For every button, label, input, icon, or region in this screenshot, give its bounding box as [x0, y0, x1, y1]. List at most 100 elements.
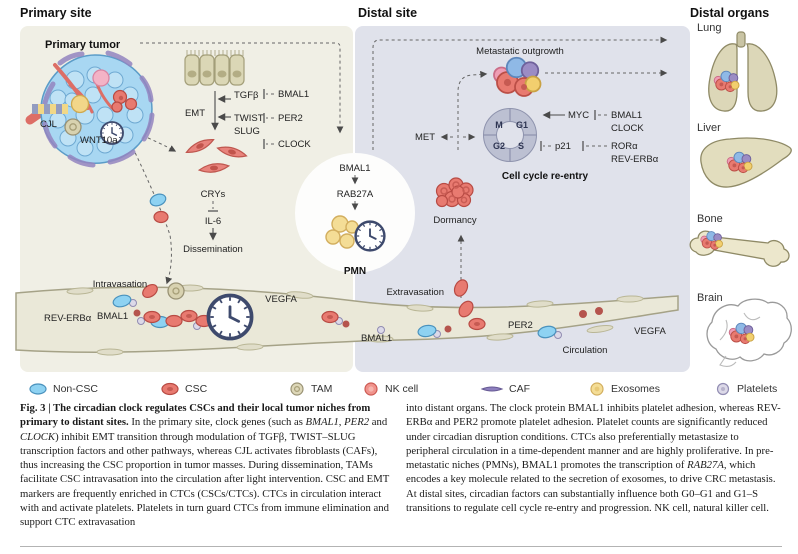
bone-illustration — [689, 230, 790, 267]
myc-label: MYC — [568, 110, 589, 121]
exosome-in-tumor — [70, 94, 90, 114]
brain-illustration — [706, 298, 792, 368]
nk-cell-icon — [364, 382, 378, 396]
legend-item-exosomes: Exosomes — [588, 381, 660, 397]
non-csc-icon — [29, 383, 47, 395]
legend-item-tam: TAM — [288, 381, 332, 397]
vegfa-left-label: VEGFA — [265, 294, 297, 305]
legend-item-non-csc: Non-CSC — [28, 381, 98, 397]
legend-label: CSC — [185, 383, 208, 395]
epithelial-cells — [184, 50, 245, 86]
legend-label: TAM — [311, 383, 333, 395]
extravasation-label: Extravasation — [386, 287, 444, 298]
phase-g2-label: G2 — [493, 141, 505, 151]
csc-cluster-in-tumor — [111, 89, 138, 113]
distal-site-header: Distal site — [358, 6, 417, 20]
phase-s-label: S — [518, 141, 524, 151]
clock-emt-label: CLOCK — [278, 139, 311, 150]
met-label: MET — [415, 132, 435, 143]
caf-icon — [480, 386, 504, 392]
emt-label: EMT — [185, 108, 205, 119]
circulation-label: Circulation — [563, 345, 608, 356]
wnt10a-label: WNT10a — [80, 135, 118, 146]
figure-caption-right: into distant organs. The clock protein B… — [406, 402, 781, 515]
nk-cell-in-tumor — [92, 69, 110, 87]
endothelial-cells — [66, 284, 644, 356]
tam-at-intravasation — [167, 282, 185, 300]
exosomes-icon — [590, 382, 604, 396]
legend-item-platelets: Platelets — [714, 381, 777, 397]
legend-item-csc: CSC — [160, 381, 207, 397]
brain-label: Brain — [697, 292, 723, 304]
platelets-icon — [716, 382, 730, 396]
cjl-label: CJL — [40, 119, 57, 130]
dashed-connectors — [49, 36, 668, 298]
legend-item-caf: CAF — [480, 381, 530, 397]
crys-label: CRYs — [201, 189, 226, 200]
solid-arrows — [209, 91, 565, 241]
cell-cycle-ring: M G1 G2 S — [483, 108, 537, 162]
lung-illustration — [708, 31, 778, 112]
legend-label: Non-CSC — [53, 383, 98, 395]
p21-label: p21 — [555, 141, 571, 152]
blood-vessel — [15, 284, 679, 356]
inhibition-tbars — [208, 89, 596, 212]
dormancy-label: Dormancy — [433, 215, 477, 226]
pmn-exosome-cluster — [325, 215, 359, 249]
tam-in-tumor — [64, 118, 82, 136]
legend-label: CAF — [509, 383, 530, 395]
primary-tumor-illustration — [25, 50, 155, 168]
distal-organs-header: Distal organs — [690, 6, 769, 20]
rev-erba-cc-label: REV-ERBα — [611, 154, 659, 165]
bmal1-vessel-mid-label: BMAL1 — [361, 333, 392, 344]
legend-label: NK cell — [385, 383, 419, 395]
cell-cycle-reentry-label: Cell cycle re-entry — [502, 171, 589, 182]
per2-emt-label: PER2 — [278, 113, 303, 124]
primary-site-header: Primary site — [20, 6, 92, 20]
phase-m-label: M — [495, 120, 503, 130]
non-csc-disseminating — [149, 193, 167, 207]
tam-icon — [290, 382, 304, 396]
intravasation-label: Intravasation — [93, 279, 147, 290]
rab27a-label: RAB27A — [337, 189, 374, 200]
il6-label: IL-6 — [205, 216, 221, 227]
distal-site-panel — [355, 26, 690, 372]
clock-icon-pmn — [354, 220, 386, 252]
phase-g1-label: G1 — [516, 120, 528, 130]
legend-item-nk-cell: NK cell — [362, 381, 418, 397]
bmal1-vessel-left-label: BMAL1 — [97, 311, 128, 322]
bmal1-pmn-label: BMAL1 — [339, 163, 370, 174]
twist-label: TWIST — [234, 113, 264, 124]
rev-erba-vessel-label: REV-ERBα — [44, 313, 92, 324]
csc-icon — [161, 382, 179, 396]
legend-label: Platelets — [737, 383, 778, 395]
rora-label: RORα — [611, 141, 638, 152]
liver-label: Liver — [697, 122, 721, 134]
csc-disseminating — [153, 210, 169, 224]
dissemination-label: Dissemination — [183, 244, 243, 255]
liver-illustration — [700, 137, 792, 188]
primary-tumor-label: Primary tumor — [45, 39, 121, 51]
bmal1-emt-label: BMAL1 — [278, 89, 309, 100]
pmn-label: PMN — [344, 266, 366, 277]
dormancy-cluster — [435, 177, 474, 208]
bone-label: Bone — [697, 213, 723, 225]
caption-title: Fig. 3 | The circadian clock regulates C… — [20, 402, 371, 429]
tgfb-label: TGFβ — [234, 90, 259, 101]
figure-caption-left: Fig. 3 | The circadian clock regulates C… — [20, 402, 390, 529]
clock-cc-label: CLOCK — [611, 123, 644, 134]
per2-vessel-label: PER2 — [508, 320, 533, 331]
lung-label: Lung — [697, 22, 721, 34]
pmn-circle — [295, 153, 415, 273]
vegfa-right-label: VEGFA — [634, 326, 666, 337]
clock-icon-vessel — [206, 293, 254, 341]
diagram-canvas: Primary site Distal site Distal organs — [15, 6, 792, 372]
metastatic-outgrowth-label: Metastatic outgrowth — [476, 46, 564, 57]
bottom-divider — [20, 546, 782, 547]
legend-label: Exosomes — [611, 383, 661, 395]
cjl-light-cycle-icon — [32, 104, 68, 114]
bmal1-cc-label: BMAL1 — [611, 110, 642, 121]
slug-label: SLUG — [234, 126, 260, 137]
mesenchymal-cells — [184, 135, 249, 175]
